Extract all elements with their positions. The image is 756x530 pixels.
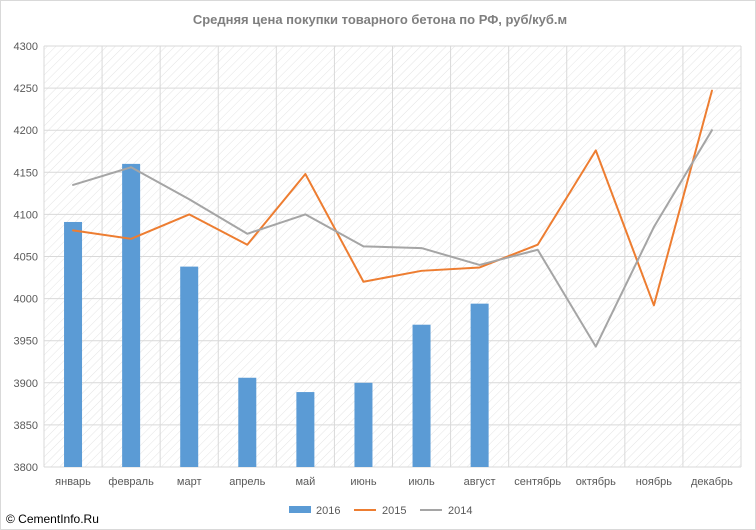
x-tick-label: февраль <box>108 476 154 488</box>
point-2014 <box>304 213 306 215</box>
x-tick-label: май <box>295 476 315 488</box>
point-2014 <box>246 233 248 235</box>
bar-2016 <box>354 382 373 467</box>
y-tick-label: 4000 <box>14 294 38 306</box>
line-series <box>72 89 713 348</box>
point-2014 <box>479 264 481 266</box>
point-2015 <box>72 229 74 231</box>
x-tick-label: август <box>464 476 496 488</box>
y-tick-label: 4050 <box>14 252 38 264</box>
y-tick-label: 4250 <box>14 83 38 95</box>
legend-label-2016: 2016 <box>316 505 340 517</box>
line-2015 <box>72 89 713 307</box>
legend: 2016 2015 2014 <box>289 505 472 517</box>
y-tick-label: 4300 <box>14 41 38 53</box>
legend-swatch-2016 <box>289 506 311 513</box>
point-2015 <box>130 238 132 240</box>
x-tick-label: апрель <box>229 476 265 488</box>
point-2014 <box>72 184 74 186</box>
point-2014 <box>130 166 132 168</box>
x-tick-label: декабрь <box>691 476 733 488</box>
y-tick-label: 4150 <box>14 167 38 179</box>
point-2014 <box>653 226 655 228</box>
bar-2016 <box>412 324 431 467</box>
x-tick-label: январь <box>55 476 91 488</box>
x-axis: январь февраль март апрель май июнь июль август… <box>55 476 733 488</box>
point-2014 <box>362 245 364 247</box>
point-2015 <box>362 281 364 283</box>
point-2014 <box>421 247 423 249</box>
point-2015 <box>711 90 713 92</box>
bar-2016 <box>296 392 315 467</box>
gridlines <box>43 45 742 468</box>
x-tick-label: июнь <box>350 476 376 488</box>
legend-label-2015: 2015 <box>382 505 406 517</box>
y-axis: 3800 3850 3900 3950 4000 4050 4100 4150 4200 4250… <box>14 41 38 474</box>
point-2015 <box>595 149 597 151</box>
x-tick-label: март <box>177 476 202 488</box>
point-2014 <box>595 346 597 348</box>
point-2015 <box>653 304 655 306</box>
y-tick-label: 4100 <box>14 209 38 221</box>
y-tick-label: 3850 <box>14 420 38 432</box>
bar-2016 <box>180 266 199 467</box>
point-2014 <box>188 198 190 200</box>
point-2015 <box>304 173 306 175</box>
point-2015 <box>246 244 248 246</box>
point-2015 <box>479 266 481 268</box>
line-2014 <box>72 129 713 348</box>
bar-2016 <box>470 303 489 467</box>
y-tick-label: 4200 <box>14 125 38 137</box>
bar-2016 <box>64 221 83 467</box>
bar-series-2016 <box>64 163 489 467</box>
x-tick-label: июль <box>408 476 435 488</box>
point-2015 <box>421 270 423 272</box>
bar-2016 <box>238 377 257 467</box>
y-tick-label: 3950 <box>14 336 38 348</box>
y-tick-label: 3800 <box>14 462 38 474</box>
point-2014 <box>711 129 713 131</box>
bar-2016 <box>122 163 141 467</box>
point-2015 <box>537 244 539 246</box>
legend-label-2014: 2014 <box>448 505 472 517</box>
x-tick-label: сентябрь <box>514 476 561 488</box>
x-tick-label: октябрь <box>576 476 616 488</box>
point-2014 <box>537 249 539 251</box>
x-tick-label: ноябрь <box>636 476 673 488</box>
chart-title: Средняя цена покупки товарного бетона по… <box>193 12 567 27</box>
y-tick-label: 3900 <box>14 378 38 390</box>
point-2015 <box>188 213 190 215</box>
watermark: © CementInfo.Ru <box>6 512 99 526</box>
